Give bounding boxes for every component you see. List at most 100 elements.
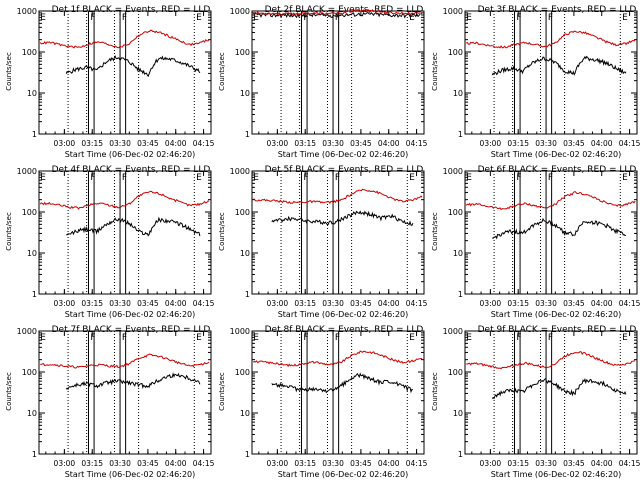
x-tick-label: 03:30: [322, 139, 344, 148]
marker-label-f: F: [335, 333, 340, 343]
marker-label-f: F: [90, 333, 95, 343]
y-tick-label: 100: [235, 208, 250, 217]
detector-panel-5: Det 5f BLACK = Events, RED = LLD Counts/s…: [218, 165, 428, 319]
marker-label-f: F: [90, 173, 95, 183]
y-tick-label: 10: [453, 89, 463, 98]
x-axis-label: Start Time (06-Dec-02 02:46:20): [278, 470, 409, 479]
marker-label-f: F: [335, 13, 340, 23]
y-tick-label: 1000: [17, 327, 37, 336]
x-tick-label: 03:30: [109, 299, 131, 308]
x-tick-label: 04:00: [165, 299, 187, 308]
plot-frame: [251, 330, 425, 455]
marker-label-e: E: [253, 13, 259, 23]
series-events-line: [271, 372, 414, 394]
x-axis-label: Start Time (06-Dec-02 02:46:20): [278, 150, 409, 159]
marker-label-f: F: [548, 173, 553, 183]
y-tick-label: 1: [245, 450, 250, 459]
plot-frame: [251, 170, 425, 295]
marker-label-e: E: [622, 173, 628, 183]
marker-label-f: F: [303, 13, 308, 23]
y-tick-label: 1: [458, 130, 463, 139]
y-tick-label: 1: [32, 130, 37, 139]
x-tick-label: 03:15: [507, 299, 529, 308]
marker-label-e: E: [196, 13, 202, 23]
marker-label-f: F: [303, 333, 308, 343]
x-tick-label: 04:15: [406, 299, 428, 308]
panel-title: Det 8f BLACK = Events, RED = LLD: [265, 325, 424, 335]
detector-panel-7: Det 7f BLACK = Events, RED = LLD Counts/s…: [5, 325, 215, 479]
x-tick-label: 04:15: [619, 139, 640, 148]
y-axis-label: Counts/sec: [5, 212, 13, 251]
plot-frame: [464, 330, 638, 455]
x-axis-label: Start Time (06-Dec-02 02:46:20): [65, 310, 196, 319]
marker-label-f: F: [90, 13, 95, 23]
x-tick-label: 03:00: [480, 139, 502, 148]
marker-label-e: E: [253, 173, 259, 183]
x-tick-label: 03:00: [54, 299, 76, 308]
x-tick-label: 03:00: [480, 299, 502, 308]
y-tick-label: 1: [32, 450, 37, 459]
y-tick-label: 1: [458, 290, 463, 299]
series-lld-line: [253, 188, 423, 205]
x-tick-label: 03:15: [294, 139, 316, 148]
y-tick-label: 100: [22, 368, 37, 377]
x-tick-label: 03:45: [350, 139, 372, 148]
marker-label-f: F: [122, 333, 127, 343]
series-events-line: [65, 55, 201, 78]
marker-label-e: E: [409, 173, 415, 183]
x-tick-label: 03:00: [480, 459, 502, 468]
plot-frame: [464, 170, 638, 295]
y-tick-label: 10: [27, 409, 37, 418]
y-tick-label: 10: [240, 409, 250, 418]
x-tick-label: 03:00: [267, 459, 289, 468]
marker-label-e: E: [622, 13, 628, 23]
series-lld-line: [465, 191, 636, 211]
marker-label-f: F: [516, 173, 521, 183]
x-tick-label: 03:45: [563, 459, 585, 468]
series-lld-line: [40, 353, 210, 369]
plot-frame: [38, 10, 212, 135]
detector-panel-9: Det 9f BLACK = Events, RED = LLD Counts/s…: [431, 325, 640, 479]
marker-label-e: E: [40, 173, 46, 183]
series-lld-line: [466, 30, 636, 49]
x-tick-label: 04:00: [378, 139, 400, 148]
x-tick-label: 03:00: [267, 299, 289, 308]
panel-title: Det 4f BLACK = Events, RED = LLD: [52, 165, 211, 175]
x-tick-label: 03:45: [350, 459, 372, 468]
detector-panel-3: Det 3f BLACK = Events, RED = LLD Counts/s…: [431, 5, 640, 159]
x-tick-label: 03:45: [563, 299, 585, 308]
series-events-line: [491, 55, 627, 76]
y-axis-label: Counts/sec: [218, 372, 226, 411]
y-tick-label: 1: [245, 290, 250, 299]
x-tick-label: 03:30: [535, 459, 557, 468]
marker-label-e: E: [409, 13, 415, 23]
detector-panel-8: Det 8f BLACK = Events, RED = LLD Counts/s…: [218, 325, 428, 479]
series-lld-line: [252, 8, 423, 16]
x-tick-label: 03:30: [322, 459, 344, 468]
marker-label-f: F: [122, 13, 127, 23]
y-tick-label: 10: [27, 249, 37, 258]
marker-label-e: E: [622, 333, 628, 343]
y-tick-label: 1000: [230, 327, 250, 336]
panel-title: Det 5f BLACK = Events, RED = LLD: [265, 165, 424, 175]
marker-label-e: E: [466, 333, 472, 343]
x-tick-label: 03:15: [507, 139, 529, 148]
x-tick-label: 03:00: [267, 139, 289, 148]
x-tick-label: 04:15: [406, 139, 428, 148]
x-tick-label: 03:30: [109, 139, 131, 148]
x-tick-label: 03:00: [54, 139, 76, 148]
y-axis-label: Counts/sec: [218, 52, 226, 91]
series-lld-line: [252, 350, 423, 368]
x-tick-label: 03:15: [294, 459, 316, 468]
marker-label-e: E: [466, 173, 472, 183]
marker-label-e: E: [40, 333, 46, 343]
x-tick-label: 04:00: [165, 459, 187, 468]
x-tick-label: 03:30: [322, 299, 344, 308]
y-tick-label: 100: [22, 48, 37, 57]
x-tick-label: 04:00: [378, 299, 400, 308]
panel-title: Det 9f BLACK = Events, RED = LLD: [478, 325, 637, 335]
marker-label-f: F: [516, 333, 521, 343]
marker-label-f: F: [516, 13, 521, 23]
series-events-line: [66, 216, 201, 237]
